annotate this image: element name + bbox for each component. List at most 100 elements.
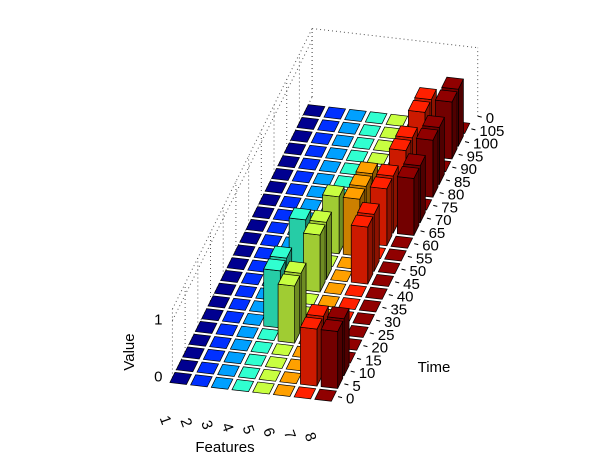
bar-side xyxy=(432,129,439,198)
y-tick xyxy=(439,192,444,195)
bar-top xyxy=(194,320,218,334)
bar-top xyxy=(337,297,361,310)
y-tick-label: 0 xyxy=(486,110,494,127)
bar-top xyxy=(277,273,301,287)
y-tick xyxy=(445,179,451,182)
bar-top xyxy=(258,368,282,382)
bar-top xyxy=(345,325,369,338)
bar-top xyxy=(388,138,412,151)
bar-top xyxy=(299,316,323,330)
bar xyxy=(314,388,337,402)
bar-top xyxy=(317,294,341,308)
bar-top xyxy=(371,274,395,287)
y-tick xyxy=(471,128,476,131)
y-tick xyxy=(344,383,349,386)
y-tick xyxy=(388,294,393,297)
bar-top xyxy=(385,113,409,127)
y-tick xyxy=(356,357,362,360)
y-tick xyxy=(464,141,470,144)
bar xyxy=(256,328,280,342)
y-tick-label: 95 xyxy=(467,148,484,165)
bar xyxy=(244,353,267,367)
bar xyxy=(345,325,369,338)
bar-top xyxy=(244,353,267,367)
bar-top xyxy=(320,319,344,332)
bar-top xyxy=(201,308,224,322)
bar-top xyxy=(252,381,275,395)
bar-top xyxy=(314,388,337,402)
bar-side xyxy=(386,178,393,247)
x-tick-label: 6 xyxy=(259,425,278,439)
bar-top xyxy=(306,303,329,317)
bar xyxy=(231,379,255,393)
bar xyxy=(337,297,361,310)
bar-top xyxy=(236,325,259,339)
bar xyxy=(344,284,368,298)
bar-top xyxy=(321,184,345,198)
bar xyxy=(285,183,309,196)
y-tick-label: 35 xyxy=(390,301,407,318)
y-tick-label: 10 xyxy=(359,365,376,382)
y-tick xyxy=(350,370,355,373)
bar-top xyxy=(358,124,382,138)
bar xyxy=(277,155,301,169)
bar-top xyxy=(422,115,445,128)
bar-top xyxy=(240,272,264,286)
bar xyxy=(215,323,239,337)
y-tick xyxy=(414,243,419,246)
bar-top xyxy=(278,195,302,209)
bar-top xyxy=(296,116,320,130)
bar-top xyxy=(239,231,262,245)
bar-top xyxy=(190,374,213,388)
bar-top xyxy=(376,163,399,177)
bar-top xyxy=(226,257,250,271)
bar-side xyxy=(326,211,332,280)
bar-front xyxy=(277,283,295,344)
bar-top xyxy=(350,214,374,228)
bar-top xyxy=(304,144,328,158)
bar xyxy=(371,274,395,287)
bar-side xyxy=(319,224,326,293)
bar xyxy=(196,361,220,375)
bar xyxy=(350,214,374,285)
bar-top xyxy=(231,379,255,393)
bar-top xyxy=(357,201,380,215)
bar-top xyxy=(415,127,439,141)
x-tick-label: 1 xyxy=(156,413,175,427)
y-tick xyxy=(363,345,368,348)
y-tick-label: 55 xyxy=(416,250,433,267)
bar xyxy=(223,351,247,365)
bar xyxy=(217,364,240,377)
y-tick-label: 5 xyxy=(352,378,360,395)
bar-top xyxy=(349,173,372,187)
bar-side xyxy=(367,216,374,285)
bar-top xyxy=(283,260,307,274)
y-tick xyxy=(452,166,457,169)
y-tick xyxy=(382,306,387,309)
bar-top xyxy=(352,312,376,326)
x-tick-label: 5 xyxy=(239,423,258,437)
bar xyxy=(270,167,294,181)
y-axis-label: Time xyxy=(418,359,451,376)
bar-top xyxy=(364,111,388,125)
y-tick xyxy=(477,115,482,118)
bar xyxy=(396,166,420,236)
bar-front xyxy=(396,176,415,236)
bar-top xyxy=(270,167,294,181)
bar-top xyxy=(317,119,340,133)
y-tick-label: 0 xyxy=(346,391,354,408)
bar xyxy=(323,281,347,295)
bar xyxy=(210,376,234,390)
bar-top xyxy=(302,222,326,236)
bar xyxy=(252,381,275,395)
bar-top xyxy=(217,364,240,377)
bar-top xyxy=(242,313,266,326)
bar-top xyxy=(256,328,280,342)
bar xyxy=(228,297,251,311)
bar xyxy=(239,231,262,245)
bar xyxy=(259,234,283,247)
bar xyxy=(264,180,288,194)
y-tick xyxy=(375,319,381,322)
bar-top xyxy=(210,376,234,390)
